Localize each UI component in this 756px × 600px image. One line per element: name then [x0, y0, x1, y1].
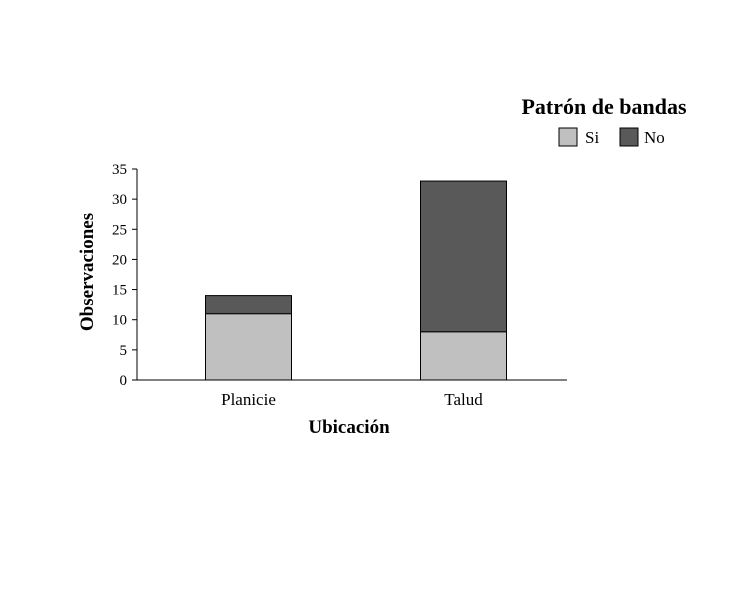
y-tick-label: 35 — [112, 162, 127, 178]
bar-talud-no — [420, 180, 507, 333]
legend-label-no: No — [644, 128, 665, 147]
y-axis-title: Observaciones — [77, 213, 98, 331]
bars — [205, 180, 507, 381]
legend-label-si: Si — [585, 128, 599, 147]
y-tick-label: 30 — [112, 192, 127, 208]
y-ticks: 0 5 10 15 20 25 30 35 — [112, 162, 137, 389]
y-tick-label: 20 — [112, 252, 127, 268]
y-tick-label: 15 — [112, 283, 127, 299]
legend-title: Patrón de bandas — [521, 94, 686, 119]
y-tick-label: 10 — [112, 313, 127, 329]
y-tick-label: 25 — [112, 222, 127, 238]
x-category-label: Planicie — [221, 390, 276, 409]
legend-swatch-no — [619, 127, 639, 147]
legend-swatch-si — [558, 127, 578, 147]
x-labels: Planicie Talud — [221, 390, 483, 409]
legend: Patrón de bandas Si No — [521, 94, 686, 147]
y-tick-label: 0 — [120, 373, 128, 389]
y-tick-label: 5 — [120, 343, 128, 359]
bar-talud-si — [420, 331, 507, 381]
x-category-label: Talud — [444, 390, 483, 409]
bar-planicie-no — [205, 295, 292, 315]
bar-planicie-si — [205, 313, 292, 381]
x-axis-title: Ubicación — [308, 417, 390, 438]
